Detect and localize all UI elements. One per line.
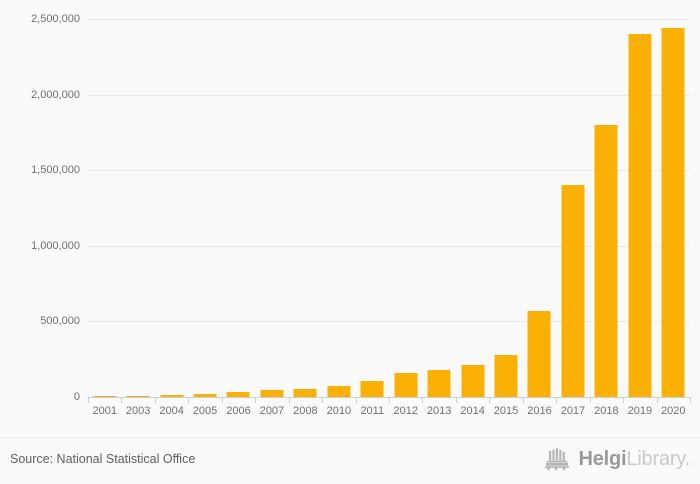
bar-slot bbox=[422, 19, 455, 397]
y-axis-tick-label: 2,500,000 bbox=[31, 13, 80, 25]
bar-slot bbox=[255, 19, 288, 397]
brand-name-strong: Helgi bbox=[578, 448, 627, 470]
x-axis-tick-label: 2005 bbox=[192, 405, 218, 417]
bar-slot bbox=[121, 19, 154, 397]
y-axis-tick-label: 1,500,000 bbox=[31, 164, 80, 177]
x-axis-tick-mark bbox=[690, 397, 691, 403]
bar-slot bbox=[188, 19, 221, 397]
x-axis-tick-mark bbox=[623, 397, 625, 403]
bar-slot bbox=[590, 19, 623, 397]
plot-area bbox=[88, 19, 690, 398]
x-axis-tick-label: 2001 bbox=[92, 405, 117, 417]
bar[interactable] bbox=[527, 310, 551, 397]
x-axis-tick-mark bbox=[522, 397, 524, 403]
x-axis-tick-mark bbox=[556, 397, 558, 403]
source-label: Source: National Statistical Office bbox=[10, 452, 196, 466]
bar[interactable] bbox=[327, 386, 351, 397]
brand-dot: . bbox=[684, 448, 691, 470]
bar[interactable] bbox=[661, 28, 685, 397]
x-axis-tick-mark bbox=[154, 397, 156, 403]
x-axis-tick-mark bbox=[656, 397, 658, 403]
gridline bbox=[88, 94, 690, 96]
bar-slot bbox=[523, 19, 556, 397]
helgi-library-logo[interactable]: HelgiLibrary. bbox=[544, 448, 690, 470]
bar-slot bbox=[222, 19, 255, 397]
x-axis-tick-label: 2003 bbox=[125, 405, 151, 417]
bar-slot bbox=[322, 19, 355, 397]
x-axis-tick-mark bbox=[322, 397, 324, 403]
y-axis-tick-label: 0 bbox=[73, 391, 80, 403]
bar[interactable] bbox=[360, 381, 384, 397]
bar-slot bbox=[489, 19, 522, 397]
x-axis-tick-mark bbox=[188, 397, 190, 403]
x-axis-tick-mark bbox=[255, 397, 257, 403]
x-axis-tick-mark bbox=[455, 397, 457, 403]
chart-footer: Source: National Statistical Office bbox=[0, 437, 700, 484]
x-axis-tick-label: 2013 bbox=[426, 405, 452, 417]
bar[interactable] bbox=[594, 124, 618, 397]
x-axis-tick-label: 2012 bbox=[393, 405, 418, 417]
y-axis-tick-label: 2,000,000 bbox=[31, 88, 80, 101]
bar[interactable] bbox=[628, 34, 652, 397]
bar-slot bbox=[389, 19, 422, 397]
library-building-icon bbox=[545, 448, 570, 470]
brand-name-light: Library bbox=[626, 448, 685, 470]
bar-slot bbox=[657, 19, 690, 397]
x-axis: 2001 2003 2004 2005 2006 2007 2008 2010 2011 2012… bbox=[88, 397, 691, 423]
gridline bbox=[88, 321, 690, 323]
bar[interactable] bbox=[461, 365, 485, 397]
bar[interactable] bbox=[394, 372, 418, 397]
x-axis-tick-label: 2004 bbox=[159, 405, 184, 417]
x-axis-tick-label: 2019 bbox=[627, 405, 653, 417]
x-axis-tick-label: 2007 bbox=[259, 405, 285, 417]
x-axis-tick-label: 2008 bbox=[293, 405, 318, 417]
bar[interactable] bbox=[160, 394, 184, 397]
x-axis-tick-mark bbox=[88, 397, 89, 403]
x-axis-tick-mark bbox=[589, 397, 591, 403]
bar[interactable] bbox=[226, 392, 250, 397]
bar-slot bbox=[356, 19, 389, 397]
x-axis-tick-label: 2017 bbox=[560, 405, 586, 417]
bar-slot bbox=[623, 19, 656, 397]
bar[interactable] bbox=[93, 395, 117, 397]
x-axis-tick-mark bbox=[288, 397, 290, 403]
x-axis-tick-label: 2020 bbox=[661, 405, 686, 417]
gridline bbox=[88, 245, 690, 247]
x-axis-tick-mark bbox=[121, 397, 123, 403]
x-axis-tick-mark bbox=[389, 397, 390, 403]
gridline bbox=[88, 19, 690, 20]
x-axis-tick-label: 2011 bbox=[360, 405, 385, 417]
x-axis-tick-mark bbox=[221, 397, 223, 403]
x-axis-tick-label: 2010 bbox=[326, 405, 352, 417]
bar-slot bbox=[456, 19, 489, 397]
x-axis-tick-mark bbox=[489, 397, 491, 403]
bar[interactable] bbox=[561, 185, 585, 397]
y-axis-tick-label: 500,000 bbox=[40, 315, 80, 328]
y-axis: 0 500,000 1,000,000 1,500,000 2,000,000 2,500… bbox=[0, 0, 80, 483]
bar[interactable] bbox=[293, 389, 317, 397]
x-axis-tick-label: 2016 bbox=[527, 405, 552, 417]
gridline bbox=[88, 170, 690, 172]
x-axis-tick-mark bbox=[422, 397, 424, 403]
brand-text: HelgiLibrary. bbox=[578, 449, 690, 469]
bar-slot bbox=[289, 19, 322, 397]
x-axis-tick-label: 2014 bbox=[460, 405, 485, 417]
bar-slot bbox=[88, 19, 121, 397]
x-axis-tick-label: 2015 bbox=[493, 405, 519, 417]
bar[interactable] bbox=[193, 393, 217, 397]
bar-slot bbox=[155, 19, 188, 397]
bar[interactable] bbox=[494, 354, 518, 397]
bar[interactable] bbox=[260, 389, 284, 397]
bar[interactable] bbox=[427, 369, 451, 397]
y-axis-tick-label: 1,000,000 bbox=[31, 239, 80, 252]
x-axis-tick-label: 2018 bbox=[594, 405, 619, 417]
bar-slot bbox=[556, 19, 589, 397]
bar[interactable] bbox=[126, 395, 150, 397]
x-axis-tick-label: 2006 bbox=[226, 405, 251, 417]
x-axis-tick-mark bbox=[355, 397, 357, 403]
